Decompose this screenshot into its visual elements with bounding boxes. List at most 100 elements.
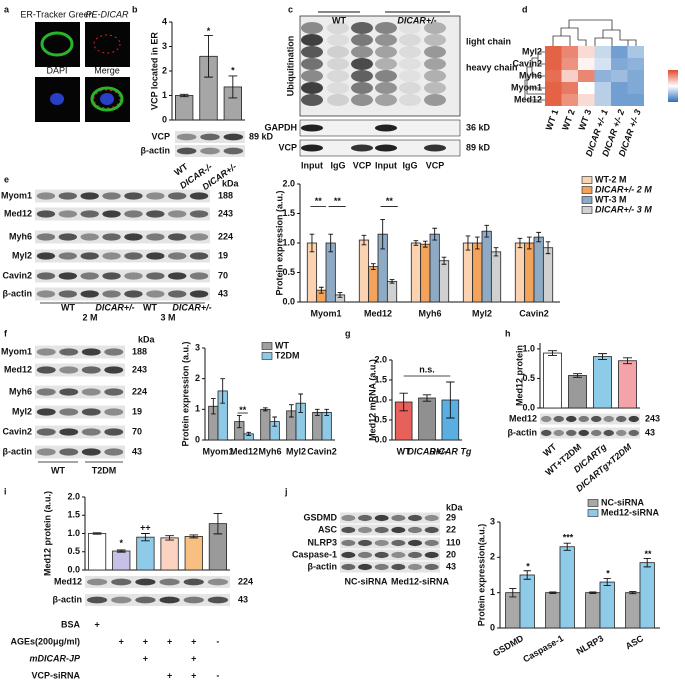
blot-band [189,192,209,200]
group-label: WT [143,302,157,312]
panel-letter: b [132,4,138,14]
blot-band [189,252,209,260]
blot-smear [351,94,373,106]
group-label: DICAR+/- [397,15,436,25]
blot-label: β-actin [3,446,33,456]
bar [514,242,526,303]
blot-smear [399,94,421,106]
blot-band [375,144,397,152]
blot-band [566,429,577,437]
error-bar [548,350,557,356]
lane-label: IgG [403,160,418,170]
bar [472,242,483,303]
condition-mark: - [216,670,219,680]
row-label: Myom1 [511,82,542,92]
group-label: Med12-siRNA [391,576,450,586]
bar [420,243,431,303]
error-bar [629,591,637,595]
x-tick-label: NLRP3 [575,633,606,656]
blot-band [408,563,422,571]
blot-size: 36 kD [466,122,491,132]
group-label: T2DM [92,465,117,475]
lane-label: VCP [353,160,372,170]
error-bar [370,263,376,270]
micrograph [85,22,130,67]
blot-band [391,563,406,571]
blot-band [104,348,124,356]
error-bar [272,416,278,427]
y-tick-label: 1 [490,587,495,597]
error-bar [298,393,304,413]
blot-band [183,596,204,604]
error-bar [422,394,432,402]
blot-smear [351,70,373,82]
error-bar [563,542,571,551]
blot-band [59,348,79,356]
blot-band [541,429,552,437]
heatmap-cell [594,94,611,106]
lane-label: Input [375,160,397,170]
bar [519,574,535,629]
blot-size: 188 [132,346,147,356]
x-tick-label: Cavin2 [519,308,549,318]
blot-row [35,385,125,399]
blot-band [146,233,165,241]
blot-band [124,252,143,260]
error-bar [573,373,582,378]
blot-band [36,192,56,200]
legend-label: DICAR+/- 3 M [595,204,652,214]
heatmap-cell [594,82,611,94]
blot-label: Med12 [54,576,82,586]
blot-band [59,428,79,436]
bar [87,533,107,571]
blot-band [159,578,180,586]
blot-smear [327,82,349,94]
annotation: ** [315,196,323,206]
blot-band [207,596,229,604]
blot-label: Med12 [4,208,32,218]
x-tick-label: WT [397,446,411,456]
condition-mark: + [167,670,172,680]
blot-size: 70 [218,270,228,280]
error-bar [116,549,126,553]
error-bar [432,227,438,241]
blot-band [102,233,121,241]
blot-row [340,549,440,561]
blot-band [168,192,187,200]
heatmap-cell [578,58,595,70]
blot-band [168,252,187,260]
condition-mark: + [94,619,99,629]
blot-size: 19 [218,250,228,260]
y-tick-label: 1 [162,90,167,100]
nucleus [50,93,64,105]
blot-band [36,233,56,241]
lane-label: VCP [426,160,445,170]
blot-band [223,147,244,155]
blot-smear [327,34,349,46]
x-tick-label: Myh6 [258,446,281,456]
blot-smear [375,22,397,34]
condition-mark: + [143,653,148,663]
bar [481,230,492,303]
annotation: * [231,65,235,75]
error-bar [643,557,651,568]
blot-smear [327,46,349,58]
x-tick-label: Cavin2 [307,446,337,456]
unit: kDa [446,502,464,512]
blot-band [124,192,143,200]
bar [462,242,474,303]
blot-band [36,348,56,356]
error-bar [288,404,294,418]
heatmap-cell [561,58,578,70]
blot-smear [301,70,323,82]
note: light chain [466,36,511,46]
legend-label: NC-siRNA [601,497,645,507]
blot-label: Myom1 [1,190,32,200]
blot-smear [351,34,373,46]
condition-label: mDICAR-JP [29,653,81,663]
annotation: n.s. [419,364,435,374]
blot-smear [301,82,323,94]
y-tick-label: 3 [195,342,200,352]
error-bar [509,587,517,598]
